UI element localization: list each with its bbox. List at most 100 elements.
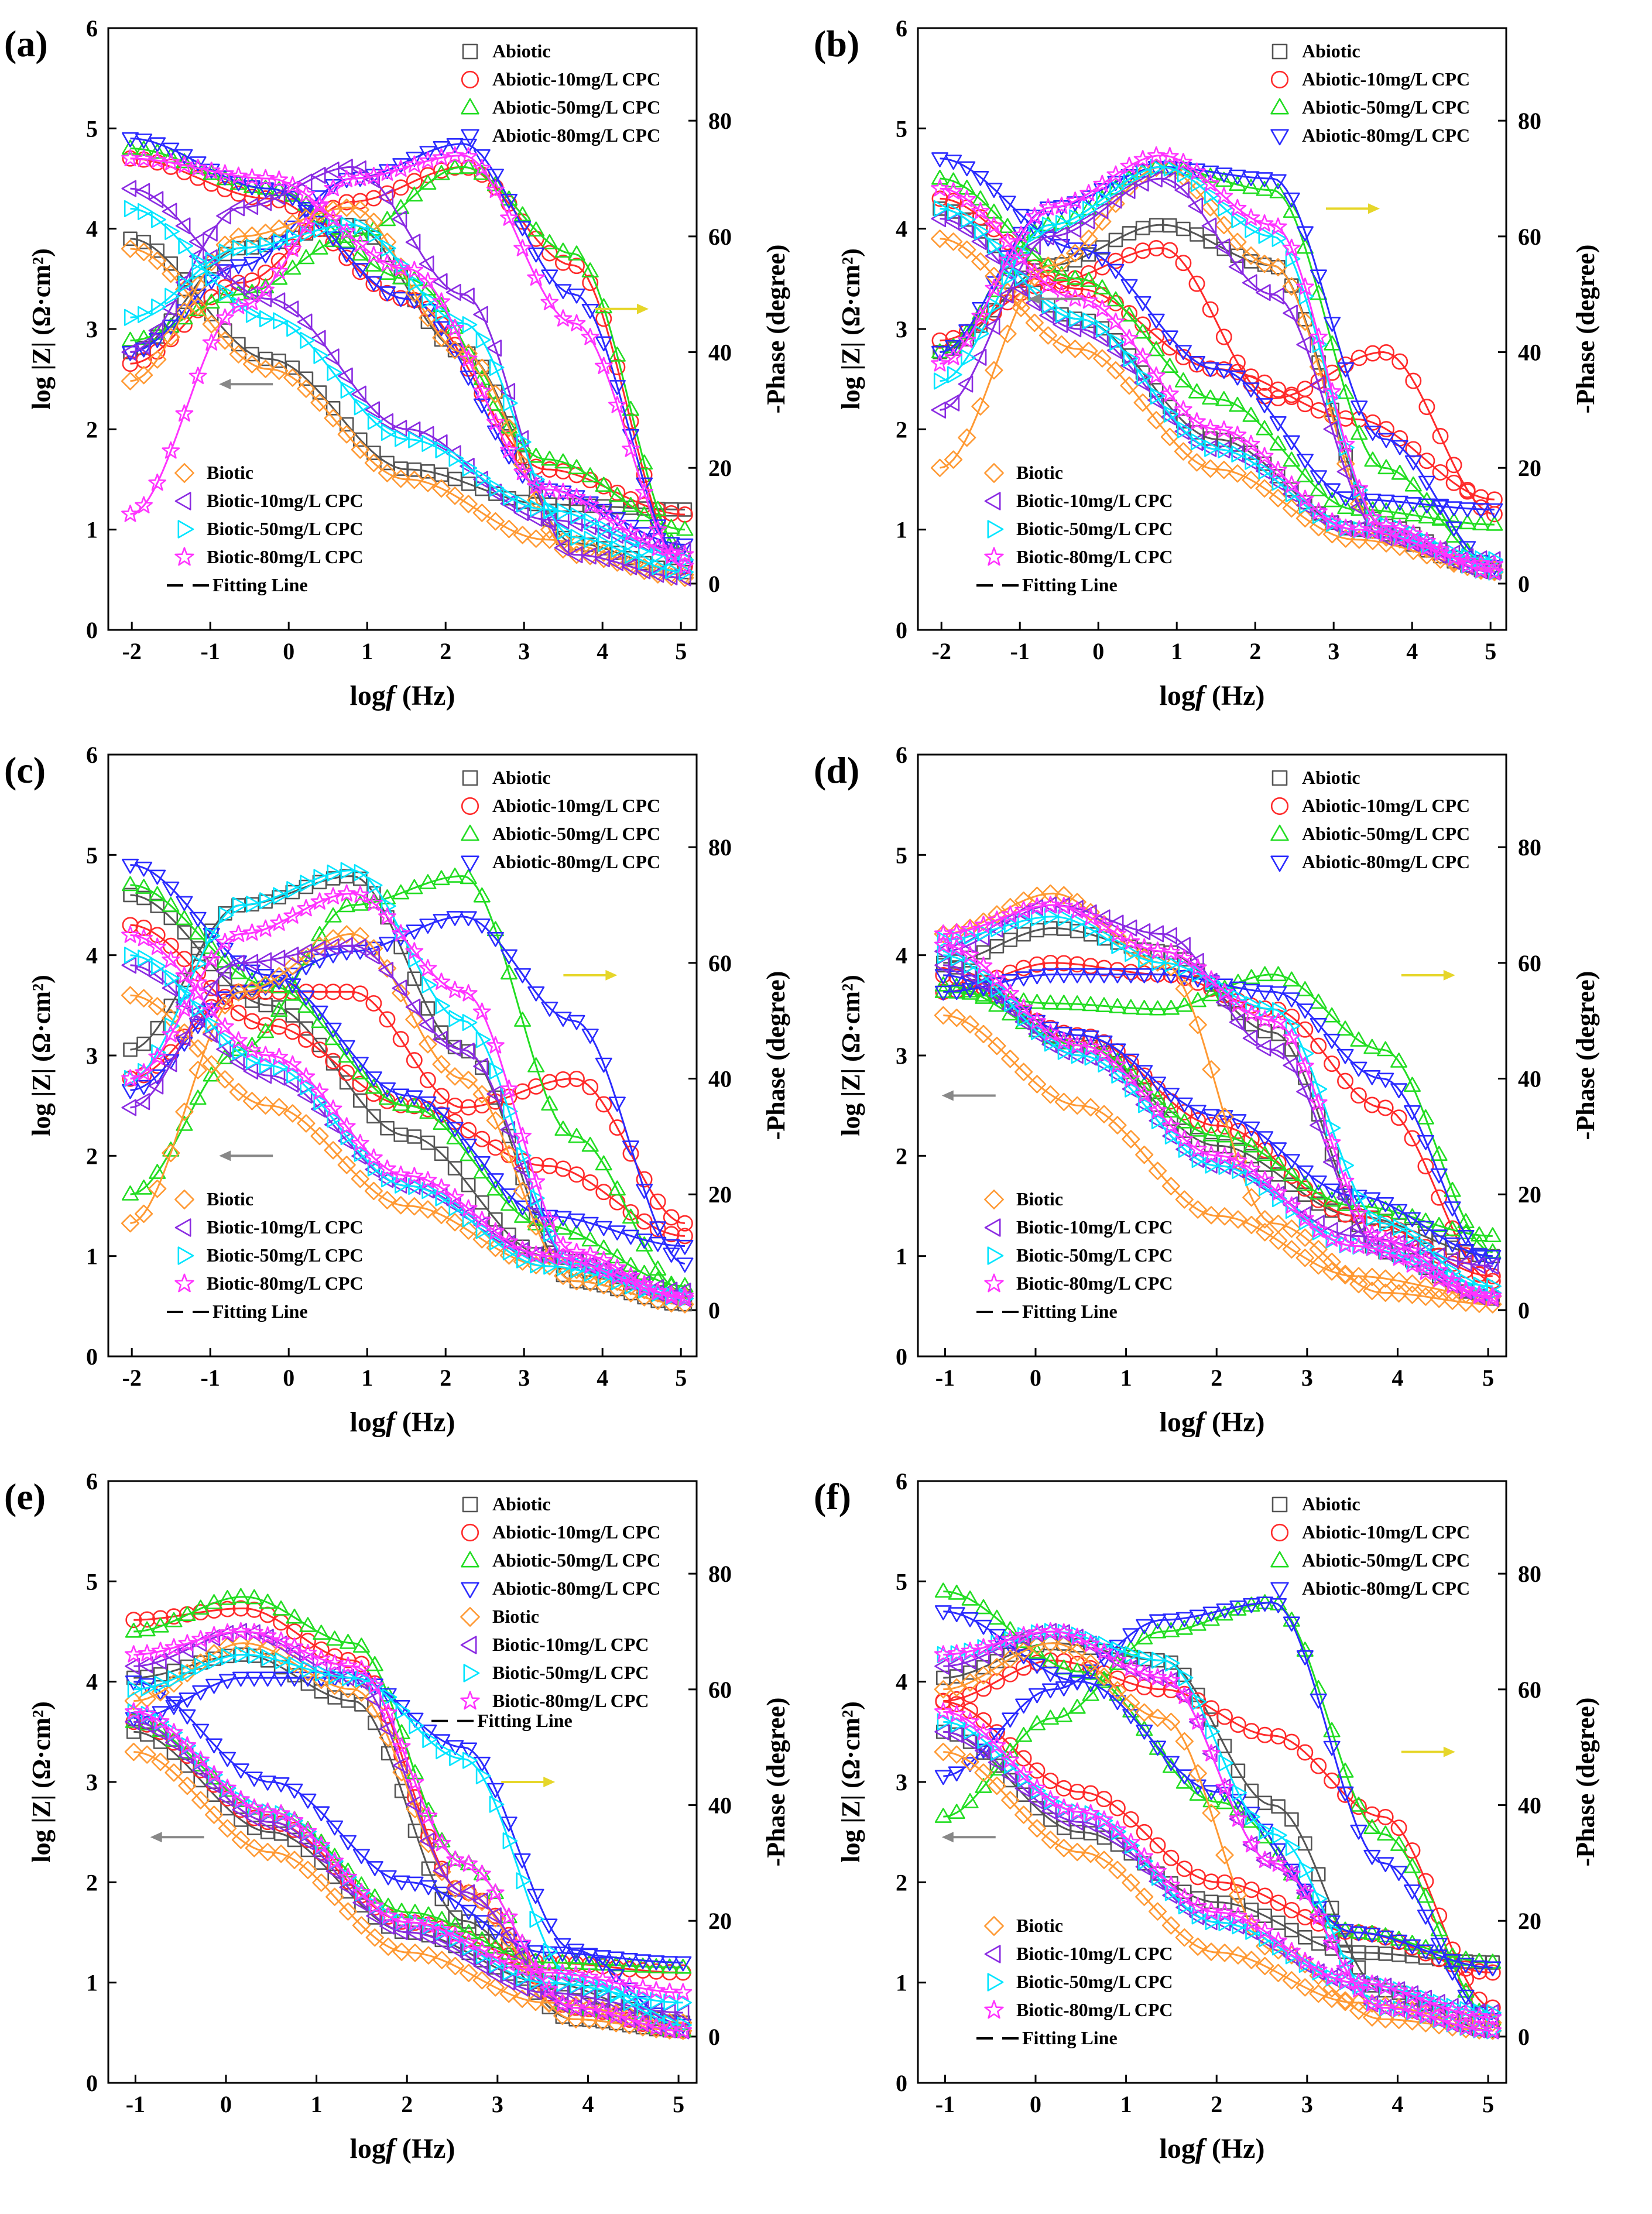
data-point-phase	[1122, 919, 1137, 937]
data-point-impedance	[176, 896, 193, 911]
data-point-phase	[338, 194, 355, 211]
x-tick-label: 4	[1391, 1365, 1403, 1391]
data-point-phase	[958, 428, 976, 447]
data-point-impedance	[459, 1221, 478, 1240]
data-point-impedance	[1349, 1236, 1368, 1254]
x-axis-label: logf (Hz)	[350, 680, 455, 711]
data-point-impedance	[245, 306, 261, 323]
data-point-phase	[216, 962, 231, 980]
data-point-impedance	[405, 471, 424, 489]
data-point-phase	[1055, 968, 1072, 983]
data-point-phase	[1202, 301, 1219, 318]
data-point-phase	[1283, 1057, 1298, 1074]
data-point-phase	[419, 309, 437, 327]
data-point-phase	[286, 229, 301, 246]
data-point-phase	[1135, 938, 1154, 956]
data-point-impedance	[1041, 1085, 1060, 1104]
data-point-impedance	[215, 1070, 234, 1089]
x-tick-label: 3	[1301, 1365, 1313, 1391]
legend-label-abiotic10: Abiotic-10mg/L CPC	[1302, 68, 1470, 90]
data-point-phase	[582, 1078, 599, 1095]
y-tick-label: 5	[86, 115, 98, 142]
data-point-phase	[446, 138, 464, 153]
data-point-phase	[1106, 191, 1122, 209]
data-point-phase	[1256, 1210, 1274, 1229]
data-point-phase	[1242, 171, 1260, 187]
y-tick-label: 4	[896, 943, 907, 969]
data-point-phase	[1082, 958, 1099, 975]
data-point-phase	[447, 1097, 464, 1114]
data-point-phase	[1324, 317, 1341, 332]
data-point-impedance	[513, 526, 532, 544]
data-point-phase	[445, 283, 461, 301]
data-point-impedance	[135, 140, 153, 156]
data-point-impedance	[1147, 313, 1165, 329]
data-point-phase	[945, 340, 962, 355]
y-tick-label: 1	[896, 1243, 907, 1270]
data-point-phase	[1336, 435, 1355, 453]
data-point-impedance	[283, 1055, 302, 1073]
data-point-phase	[324, 938, 340, 955]
data-point-impedance	[961, 945, 979, 963]
x-tick-label: 1	[1120, 1365, 1132, 1391]
data-point-impedance	[138, 203, 153, 220]
data-point-impedance	[1337, 499, 1355, 515]
data-point-phase	[513, 239, 532, 256]
data-point-impedance	[310, 1127, 329, 1146]
data-point-phase	[1350, 1087, 1367, 1104]
data-point-phase	[1432, 428, 1449, 444]
data-point-phase	[1282, 238, 1301, 256]
data-point-impedance	[162, 950, 180, 968]
data-point-phase	[1430, 1261, 1448, 1279]
data-point-impedance	[340, 1128, 356, 1146]
data-point-impedance	[378, 464, 397, 482]
data-point-impedance	[1162, 1088, 1180, 1103]
fit-line-impedance	[133, 1721, 683, 1969]
arrow-left-head	[941, 1832, 954, 1843]
x-tick-label: 3	[1328, 638, 1339, 664]
data-point-phase	[1125, 945, 1140, 962]
data-point-phase	[284, 259, 301, 275]
data-point-impedance	[502, 488, 518, 506]
data-point-phase	[297, 173, 313, 191]
data-point-impedance	[445, 318, 464, 337]
y-tick-label: 4	[86, 1669, 98, 1695]
data-point-phase	[1053, 196, 1071, 214]
data-point-impedance	[1295, 1249, 1314, 1267]
data-point-impedance	[284, 1023, 301, 1040]
data-point-phase	[1082, 200, 1098, 218]
data-point-phase	[1012, 258, 1027, 276]
data-point-phase	[473, 918, 491, 934]
data-point-phase	[283, 906, 302, 924]
data-point-phase	[1377, 459, 1395, 475]
data-point-impedance	[595, 477, 612, 492]
data-point-phase	[1430, 1168, 1448, 1184]
data-point-impedance	[432, 479, 451, 498]
data-point-phase	[1430, 1146, 1448, 1161]
data-point-phase	[310, 940, 326, 958]
data-point-impedance	[1107, 263, 1125, 279]
data-point-phase	[1109, 998, 1126, 1013]
y-tick-label: 1	[86, 1970, 98, 1996]
data-point-phase	[1057, 909, 1073, 927]
data-point-phase	[340, 862, 356, 879]
data-point-impedance	[365, 246, 383, 263]
data-point-impedance	[1242, 382, 1260, 397]
data-point-impedance	[1120, 329, 1139, 347]
y2-tick-label: 20	[1518, 455, 1541, 481]
y2-axis-label: -Phase (degree)	[1571, 245, 1600, 414]
data-point-impedance	[1363, 1238, 1382, 1256]
data-point-phase	[1272, 1002, 1287, 1019]
data-point-impedance	[474, 1195, 489, 1210]
data-point-impedance	[365, 1148, 383, 1166]
data-point-impedance	[1471, 1248, 1488, 1263]
data-point-phase	[1296, 336, 1311, 354]
data-point-phase	[1202, 167, 1219, 183]
data-point-phase	[1242, 246, 1260, 265]
data-point-phase	[365, 166, 383, 184]
data-point-impedance	[310, 330, 326, 347]
data-point-impedance	[1336, 518, 1355, 536]
data-point-phase	[1095, 916, 1113, 934]
data-point-impedance	[1255, 479, 1274, 498]
data-point-phase	[175, 1029, 191, 1047]
